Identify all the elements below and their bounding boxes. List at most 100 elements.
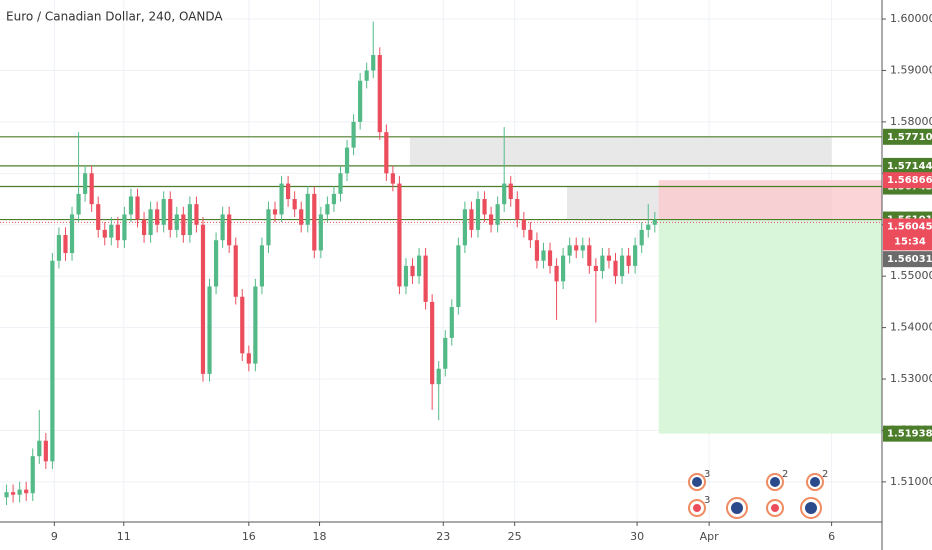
candle-body (528, 229, 533, 241)
x-tick-label: 16 (242, 530, 256, 543)
event-icons (688, 473, 824, 519)
x-tick-label: Apr (700, 530, 720, 543)
candle-body (338, 173, 343, 194)
candle-body (423, 255, 428, 302)
candle-body (331, 193, 337, 205)
y-tick-label: 1.59000 (890, 63, 932, 76)
countdown: 15:34 (894, 236, 926, 247)
candle-body (443, 337, 448, 369)
candle-body (148, 209, 153, 236)
candle-body (377, 55, 382, 133)
candle-body (83, 173, 88, 194)
candle-body (187, 204, 192, 236)
y-tick-label: 1.55000 (890, 269, 932, 282)
candle-body (371, 55, 376, 71)
y-tick-label: 1.58000 (890, 115, 932, 128)
candle-body (646, 224, 651, 230)
level-tag-box (883, 157, 932, 174)
candle-body (76, 193, 81, 215)
candle-body (63, 235, 68, 254)
candle-body (43, 440, 48, 462)
layer (0, 0, 882, 522)
level-tag: 1.57710 (887, 132, 932, 143)
candle-body (253, 286, 258, 364)
candle-body (292, 199, 297, 210)
candle-body (626, 255, 631, 266)
target-zone (658, 219, 882, 434)
candle-body (495, 204, 500, 225)
candle-body (4, 492, 9, 498)
candle-body (227, 214, 232, 246)
y-tick-label: 1.53000 (890, 372, 932, 385)
candle-body (619, 255, 625, 277)
candle-body (312, 193, 317, 251)
candle-body (233, 245, 238, 297)
candle-body (397, 183, 402, 287)
candle-body (200, 224, 206, 374)
candle-body (416, 255, 422, 277)
x-tick-label: 23 (436, 530, 450, 543)
candle-body (541, 250, 546, 261)
candle-body (168, 199, 173, 230)
x-tick-label: 25 (508, 530, 522, 543)
candle-body (344, 147, 350, 174)
stop-tag-box (883, 172, 932, 189)
target-tag-box (883, 425, 932, 442)
candle-body (449, 307, 454, 338)
candle-body (351, 121, 356, 148)
candle-body (318, 214, 323, 251)
x-tick-label: 30 (630, 530, 644, 543)
candle-body (567, 245, 572, 256)
x-tick-label: 9 (51, 530, 58, 543)
candle-body (11, 492, 16, 495)
candle-body (358, 80, 363, 122)
chart-title: Euro / Canadian Dollar, 240, OANDA (6, 10, 223, 24)
candle-body (606, 255, 612, 261)
candle-body (508, 183, 513, 200)
candle-body (272, 209, 278, 215)
candle-body (174, 214, 179, 230)
level-tag: 1.57144 (887, 161, 932, 172)
candle-body (456, 245, 461, 308)
candle-body (554, 265, 559, 282)
bid-tag: 1.56031 (887, 254, 932, 265)
candle-body (220, 214, 225, 241)
candle-body (24, 489, 29, 494)
candle-body (37, 440, 42, 457)
bid-box (883, 251, 932, 268)
target-tag: 1.51938 (887, 429, 932, 440)
candle-body (102, 229, 107, 238)
candle-body (17, 489, 22, 495)
candle-body (128, 196, 134, 215)
candle-body (613, 260, 618, 277)
candle-body (462, 209, 467, 246)
candle-body (122, 214, 127, 241)
y-tick-label: 1.51000 (890, 475, 932, 488)
event-count: 3 (704, 469, 710, 480)
candle-body (141, 219, 147, 236)
candle-body (213, 240, 219, 287)
event-count: 2 (782, 469, 788, 480)
candle-body (305, 193, 310, 225)
candle-body (652, 219, 657, 225)
candle-body (181, 214, 186, 236)
candle-body (259, 245, 265, 287)
candle-body (482, 199, 487, 215)
candle-body (469, 209, 474, 230)
candle-body (240, 296, 245, 354)
candle-body (600, 255, 605, 272)
stop-tag: 1.56866 (887, 175, 932, 186)
candle-body (561, 255, 566, 282)
candle-body (299, 209, 304, 225)
candle-body (364, 70, 369, 81)
level-tag-box (883, 128, 932, 145)
zone (409, 136, 832, 166)
candle-body (56, 235, 62, 261)
candle-body (488, 214, 494, 225)
candle-body (639, 229, 644, 246)
y-tick-label: 1.60000 (890, 12, 932, 25)
candle-body (515, 199, 520, 220)
candle-body (384, 132, 389, 174)
candle-body (207, 286, 212, 374)
